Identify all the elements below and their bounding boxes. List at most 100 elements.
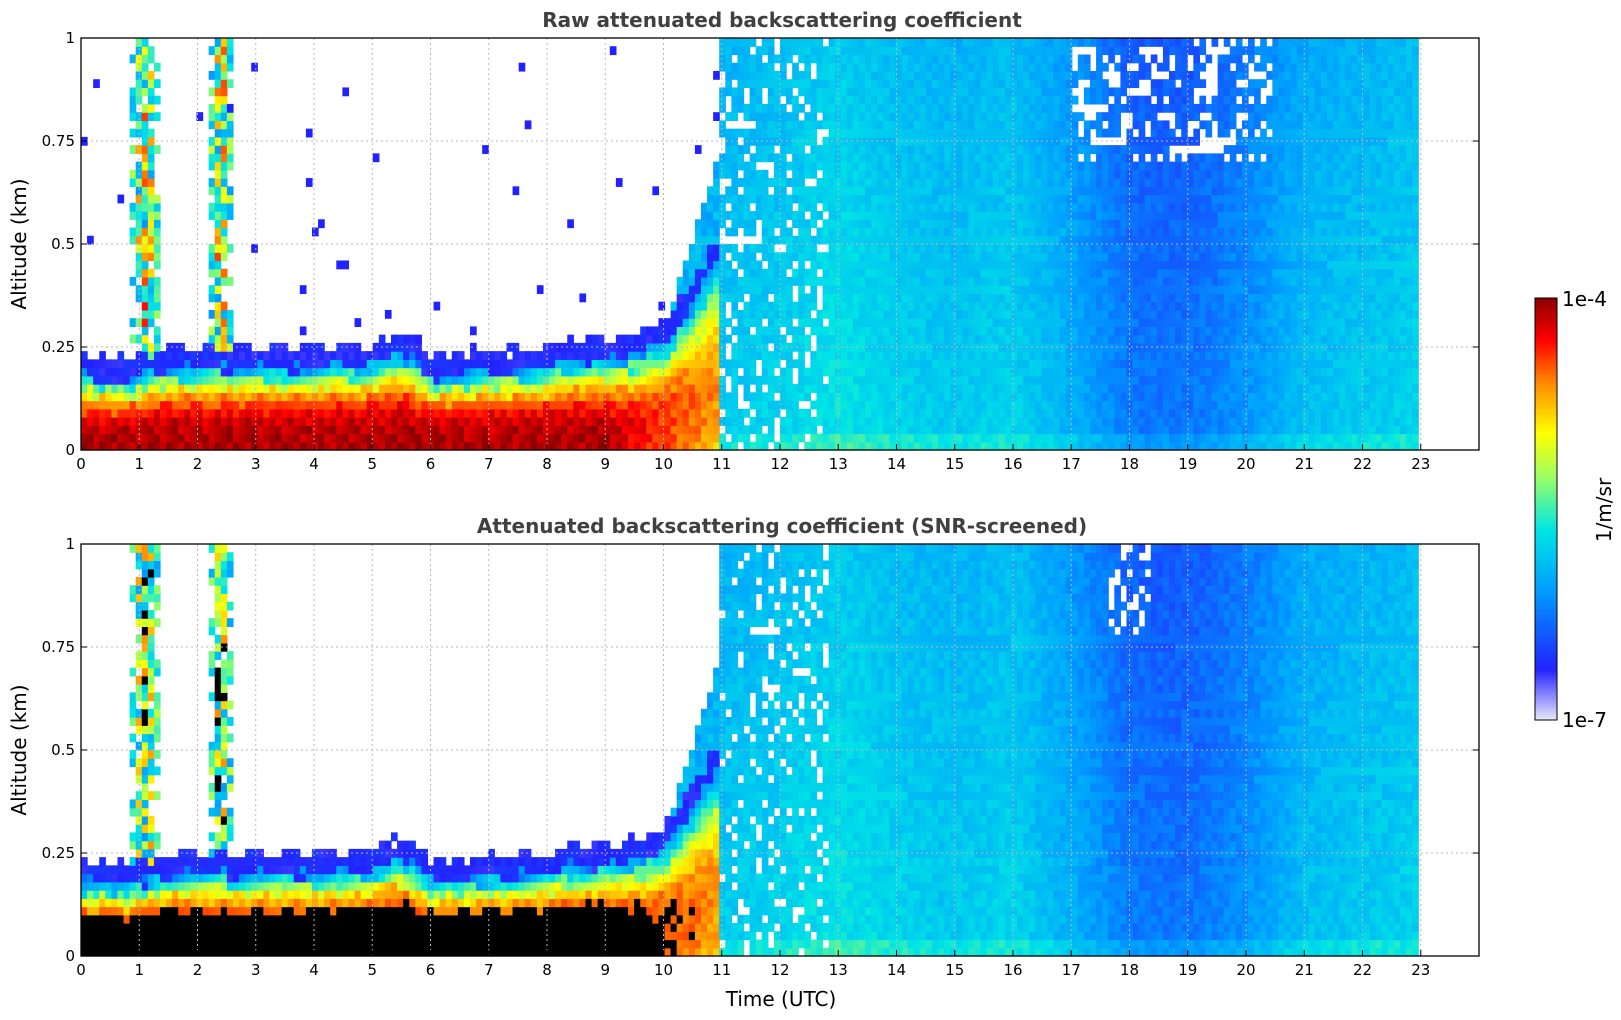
heatmap-cell [1010, 112, 1018, 121]
heatmap-cell [822, 392, 830, 402]
heatmap-cell [931, 186, 939, 196]
heatmap-cell [141, 153, 149, 163]
heatmap-cell [1071, 351, 1079, 360]
heatmap-cell [713, 276, 720, 286]
heatmap-cell [895, 301, 903, 311]
heatmap-cell [621, 441, 629, 451]
heatmap-cell [986, 202, 994, 212]
heatmap-cell [980, 342, 988, 352]
heatmap-cell [919, 120, 927, 130]
heatmap-cell [220, 326, 228, 336]
heatmap-cell [913, 293, 921, 303]
heatmap-cell [676, 293, 684, 303]
heatmap-cell [694, 392, 702, 402]
heatmap-cell [773, 103, 781, 113]
heatmap-cell [1126, 342, 1134, 352]
heatmap-cell [974, 417, 982, 426]
heatmap-cell [1065, 227, 1073, 237]
heatmap-cell [767, 433, 775, 443]
heatmap-cell [773, 309, 781, 319]
heatmap-cell [676, 375, 684, 385]
heatmap-cell [780, 62, 787, 72]
heatmap-cell [737, 161, 745, 171]
heatmap-cell [974, 169, 982, 179]
heatmap-cell [956, 293, 963, 303]
heatmap-cell [743, 351, 751, 360]
heatmap-cell [907, 153, 915, 163]
heatmap-cell [743, 219, 751, 229]
heatmap-cell [476, 359, 483, 369]
heatmap-cell [561, 375, 568, 385]
heatmap-cell [81, 359, 88, 369]
heatmap-cell [1077, 367, 1085, 377]
heatmap-cell [950, 202, 957, 212]
heatmap-cell [208, 326, 216, 336]
heatmap-cell [883, 293, 891, 303]
heatmap-cell [585, 425, 593, 435]
heatmap-cell [202, 408, 210, 418]
heatmap-cell [1102, 87, 1109, 97]
heatmap-cell [1059, 87, 1067, 97]
heatmap-cell [907, 433, 915, 443]
heatmap-cell [713, 326, 720, 336]
heatmap-cell [944, 244, 951, 253]
heatmap-cell [172, 367, 179, 377]
heatmap-cell [220, 384, 228, 393]
heatmap-cell [834, 301, 842, 311]
heatmap-cell [931, 112, 939, 121]
heatmap-cell [664, 367, 672, 377]
heatmap-cell [749, 293, 757, 303]
heatmap-cell [354, 408, 362, 418]
heatmap-cell [883, 309, 891, 319]
heatmap-cell [901, 359, 909, 369]
heatmap-cell [859, 326, 866, 336]
heatmap-cell [828, 54, 836, 64]
heatmap-cell [1053, 334, 1061, 344]
heatmap-cell [542, 367, 550, 377]
heatmap-cell [1004, 309, 1012, 319]
heatmap-cell [141, 384, 149, 393]
heatmap-cell [518, 375, 526, 385]
heatmap-cell [846, 433, 854, 443]
heatmap-cell [1077, 145, 1085, 154]
heatmap-cell [992, 95, 1000, 105]
heatmap-cell [786, 112, 793, 121]
heatmap-cell [1114, 62, 1121, 72]
heatmap-cell [773, 408, 781, 418]
heatmap-cell [938, 70, 945, 80]
heatmap-cell [178, 351, 185, 360]
heatmap-cell [822, 301, 830, 311]
heatmap-cell [1035, 46, 1042, 56]
heatmap-cell [1041, 285, 1049, 295]
heatmap-cell [1023, 202, 1030, 212]
heatmap-cell [846, 252, 854, 262]
heatmap-cell [1138, 359, 1146, 369]
heatmap-cell [767, 260, 775, 270]
heatmap-cell [1010, 202, 1018, 212]
heatmap-cell [1096, 309, 1103, 319]
heatmap-cell [415, 351, 422, 360]
heatmap-cell [1065, 276, 1073, 286]
heatmap-cell [1010, 227, 1018, 237]
heatmap-cell [318, 408, 325, 418]
heatmap-cell [287, 417, 295, 426]
heatmap-cell [1138, 244, 1146, 253]
heatmap-cell [1047, 342, 1055, 352]
heatmap-cell [403, 351, 410, 360]
heatmap-cell [1065, 301, 1073, 311]
heatmap-cell [773, 79, 781, 89]
heatmap-cell [1114, 112, 1121, 121]
heatmap-cell [579, 441, 587, 451]
heatmap-cell [366, 367, 374, 377]
heatmap-cell [986, 301, 994, 311]
heatmap-cell [585, 408, 593, 418]
heatmap-cell [798, 351, 805, 360]
heatmap-cell [153, 252, 161, 262]
heatmap-cell [1004, 194, 1012, 204]
heatmap-cell [798, 252, 805, 262]
heatmap-cell [1114, 103, 1121, 113]
heatmap-cell [439, 375, 447, 385]
heatmap-cell [852, 326, 860, 336]
heatmap-cell [147, 276, 155, 286]
heatmap-cell [767, 334, 775, 344]
